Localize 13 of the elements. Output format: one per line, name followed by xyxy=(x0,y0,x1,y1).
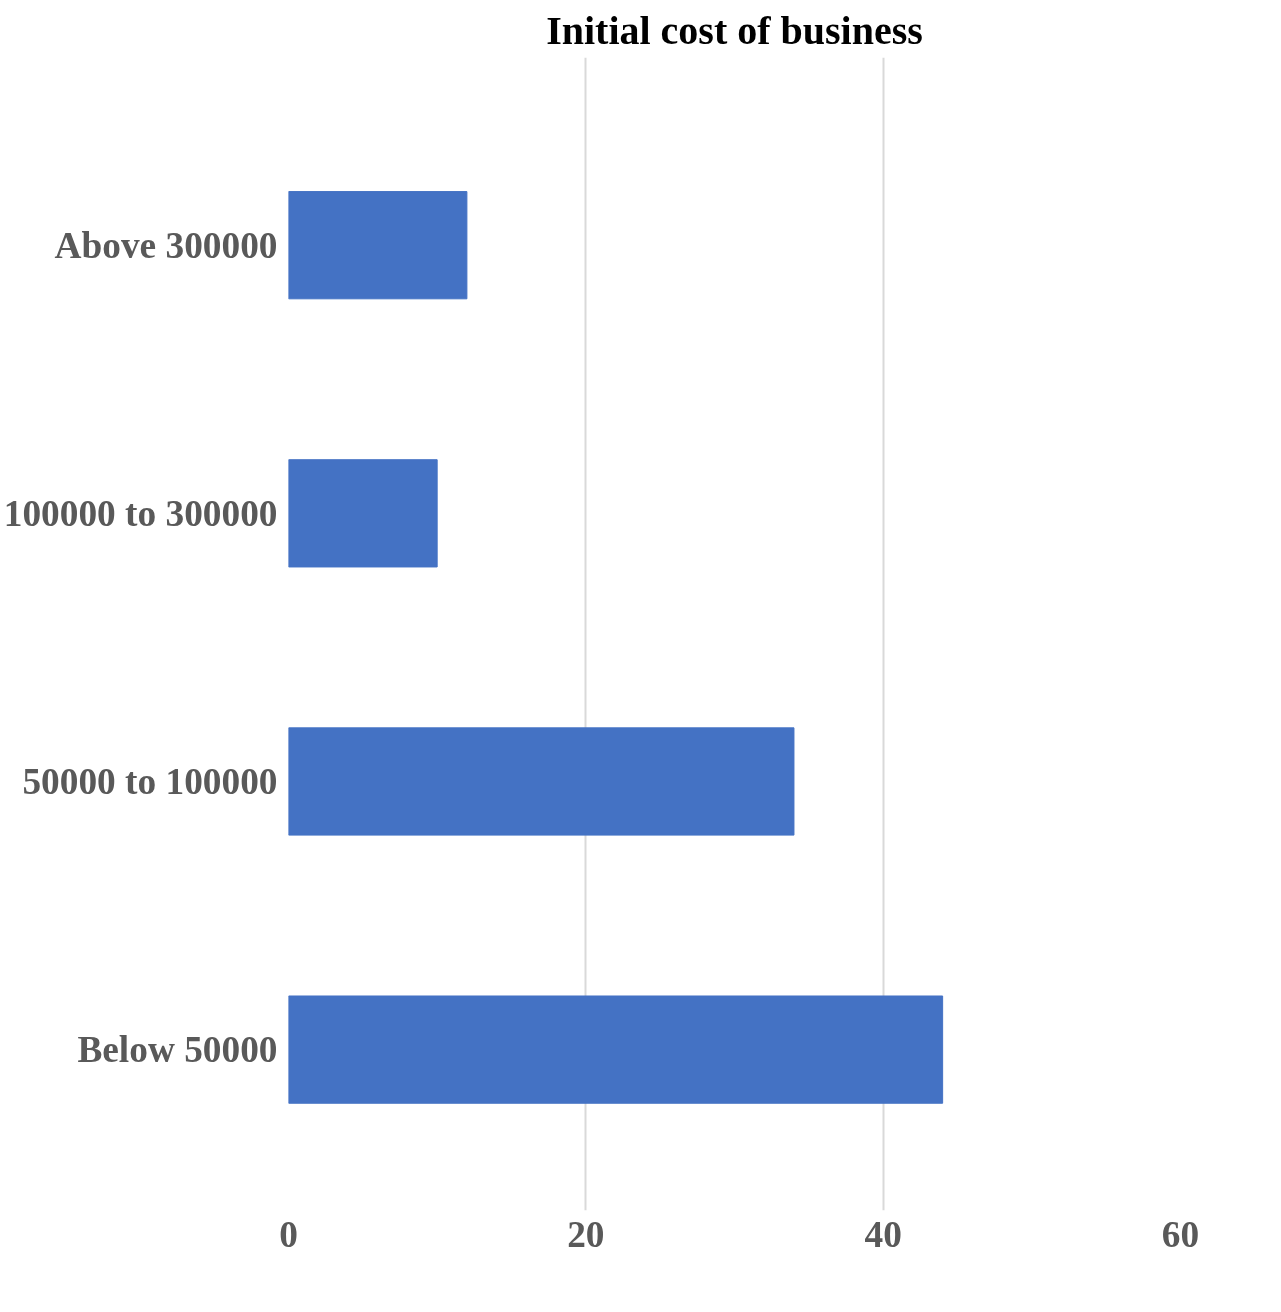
bar xyxy=(288,727,795,836)
x-tick-label: 20 xyxy=(567,1213,605,1255)
bar xyxy=(288,459,438,568)
x-tick-label: 0 xyxy=(279,1213,298,1255)
y-tick-label: 50000 to 100000 xyxy=(22,760,278,802)
y-tick-label: Below 50000 xyxy=(77,1029,278,1071)
x-tick-label: 40 xyxy=(864,1213,902,1255)
y-tick-label: Above 300000 xyxy=(54,224,278,266)
bar xyxy=(288,191,468,300)
y-tick-label: 100000 to 300000 xyxy=(3,492,278,534)
x-tick-label: 60 xyxy=(1161,1213,1200,1255)
bar xyxy=(288,995,944,1104)
chart-title: Initial cost of business xyxy=(546,7,923,53)
